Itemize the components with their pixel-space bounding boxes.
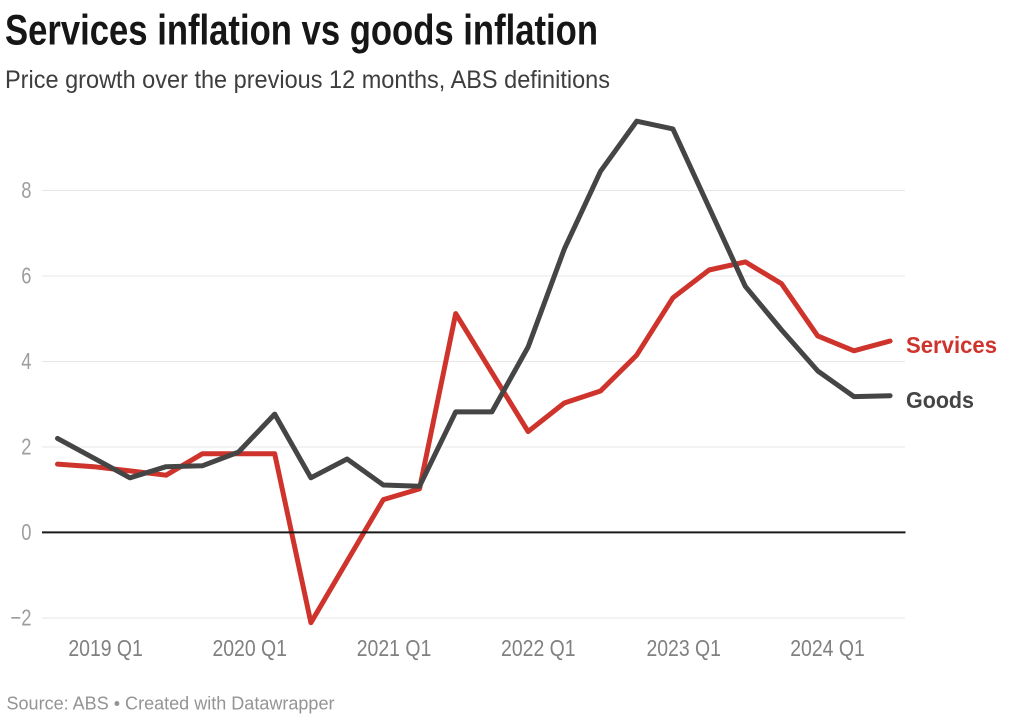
svg-text:2023 Q1: 2023 Q1 (646, 635, 721, 661)
svg-text:8: 8 (21, 177, 31, 203)
svg-text:Price growth over the previous: Price growth over the previous 12 months… (5, 66, 610, 94)
svg-text:2019 Q1: 2019 Q1 (68, 635, 143, 661)
svg-text:2020 Q1: 2020 Q1 (212, 635, 287, 661)
svg-text:2024 Q1: 2024 Q1 (790, 635, 865, 661)
svg-text:4: 4 (21, 348, 31, 374)
svg-text:Services inflation vs goods in: Services inflation vs goods inflation (5, 6, 598, 54)
svg-text:Source: ABS • Created with Dat: Source: ABS • Created with Datawrapper (7, 694, 335, 714)
svg-text:2022 Q1: 2022 Q1 (501, 635, 576, 661)
svg-text:Goods: Goods (906, 387, 974, 413)
svg-text:6: 6 (21, 263, 31, 289)
svg-text:2021 Q1: 2021 Q1 (357, 635, 432, 661)
svg-text:−2: −2 (11, 605, 32, 631)
svg-text:Services: Services (906, 332, 997, 358)
svg-text:0: 0 (21, 519, 31, 545)
svg-text:2: 2 (21, 434, 31, 460)
